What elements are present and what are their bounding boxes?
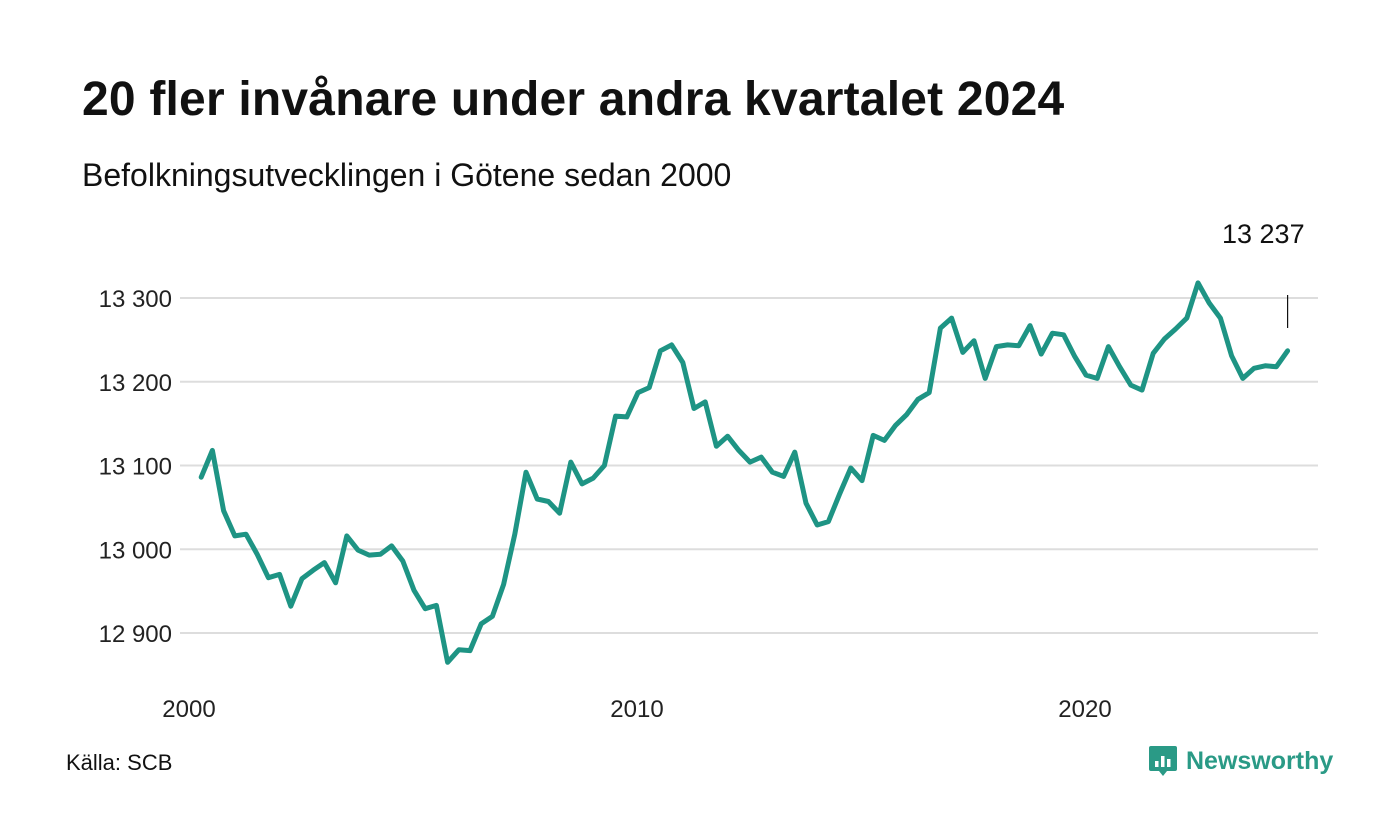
grid-lines [180, 297, 1318, 634]
x-tick-label: 2020 [1058, 696, 1111, 723]
series-line [198, 280, 1291, 665]
chart-subtitle: Befolkningsutvecklingen i Götene sedan 2… [82, 157, 732, 193]
last-value-annotation: 13 237 [1222, 219, 1305, 328]
brand-name: Newsworthy [1186, 746, 1334, 775]
y-axis-tick-labels: 12 900 13 000 13 100 13 200 13 300 [99, 286, 172, 648]
y-tick-label: 12 900 [99, 621, 172, 648]
x-tick-label: 2010 [610, 696, 663, 723]
y-tick-label: 13 200 [99, 370, 172, 397]
source-note: Källa: SCB [66, 750, 173, 775]
newsworthy-logo-icon [1149, 746, 1177, 776]
chart-title: 20 fler invånare under andra kvartalet 2… [82, 73, 1065, 126]
series-layer [198, 280, 1291, 665]
x-axis-tick-labels: 2000 2010 2020 [162, 696, 1111, 723]
y-tick-label: 13 300 [99, 286, 172, 313]
y-tick-label: 13 000 [99, 537, 172, 564]
last-value-label: 13 237 [1222, 219, 1305, 249]
brand-logo: Newsworthy [1148, 744, 1333, 778]
x-tick-label: 2000 [162, 696, 215, 723]
y-tick-label: 13 100 [99, 454, 172, 481]
